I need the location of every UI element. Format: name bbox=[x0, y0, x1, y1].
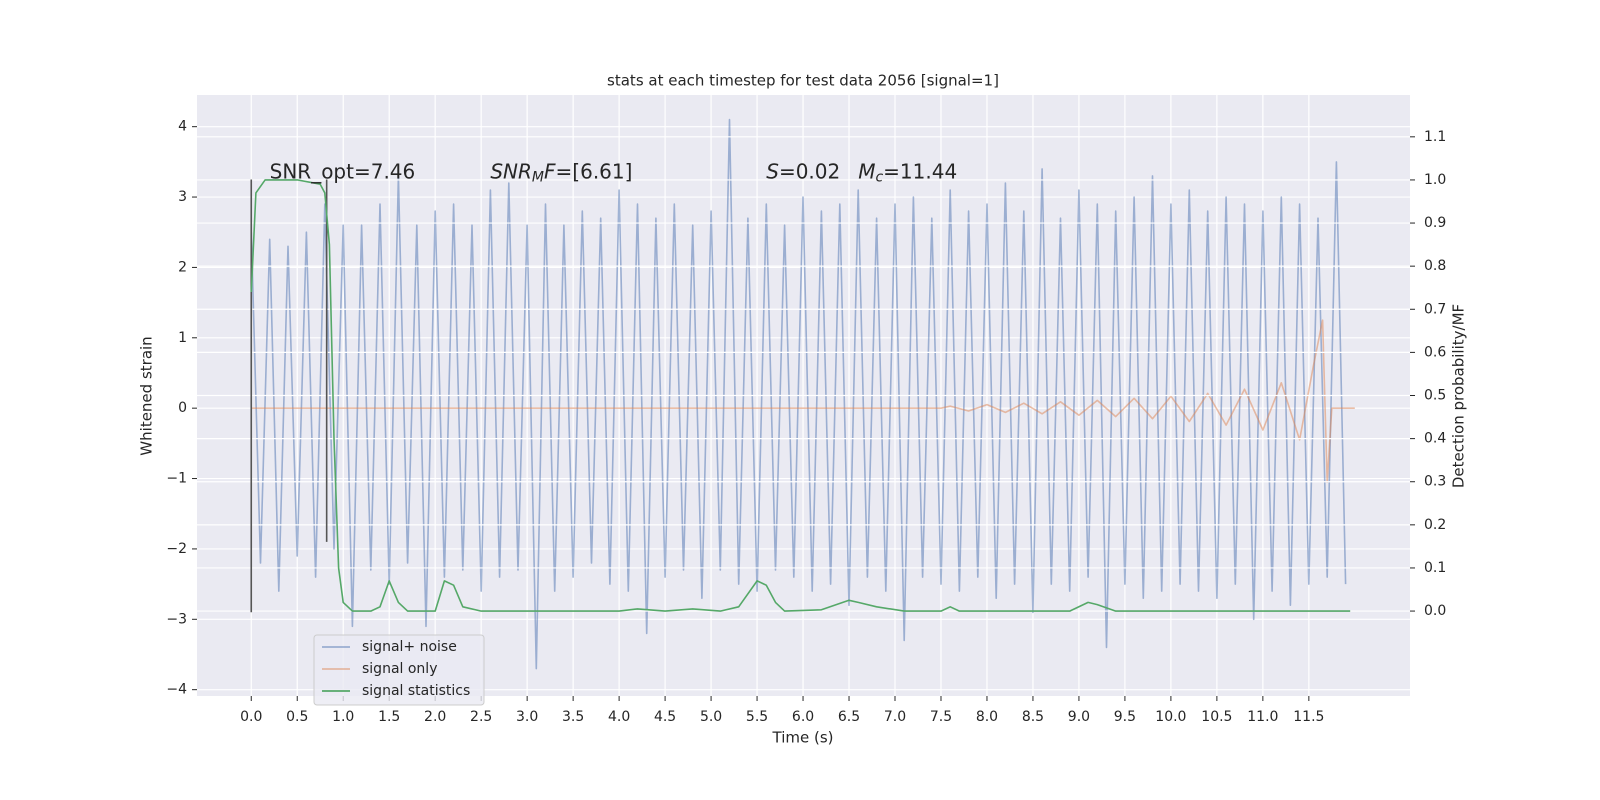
x-tick-label: 3.0 bbox=[516, 709, 538, 725]
x-tick-label: 1.5 bbox=[378, 709, 400, 725]
x-tick-label: 9.5 bbox=[1114, 709, 1136, 725]
y2-tick-label: 0.3 bbox=[1424, 474, 1446, 490]
y2-tick-label: 0.4 bbox=[1424, 431, 1446, 447]
x-tick-label: 4.0 bbox=[608, 709, 630, 725]
x-tick-label: 2.5 bbox=[470, 709, 492, 725]
y-tick-label: −1 bbox=[166, 471, 187, 487]
x-tick-label: 6.5 bbox=[838, 709, 860, 725]
x-tick-label: 0.5 bbox=[286, 709, 308, 725]
y-tick-label: −3 bbox=[166, 611, 187, 627]
annotation-part: SNR_opt=7.46 bbox=[270, 159, 416, 183]
annotation-part: M bbox=[858, 159, 875, 183]
x-tick-label: 10.5 bbox=[1201, 709, 1232, 725]
y2-tick-label: 0.0 bbox=[1424, 603, 1446, 619]
annotation: SNRMF=[6.61] bbox=[490, 159, 632, 186]
annotation-part: c bbox=[875, 169, 883, 185]
x-tick-label: 11.5 bbox=[1293, 709, 1324, 725]
x-tick-label: 7.5 bbox=[930, 709, 952, 725]
y2-tick-label: 1.0 bbox=[1424, 172, 1446, 188]
x-tick-label: 10.0 bbox=[1155, 709, 1186, 725]
y-tick-label: 1 bbox=[178, 330, 187, 346]
y-tick-label: 4 bbox=[178, 119, 187, 135]
y2-axis-label: Detection probability/MF bbox=[1450, 304, 1468, 488]
legend-label: signal+ noise bbox=[362, 639, 457, 655]
x-tick-label: 11.0 bbox=[1247, 709, 1278, 725]
x-tick-label: 6.0 bbox=[792, 709, 814, 725]
annotation-part: SNR bbox=[490, 159, 532, 183]
y2-tick-label: 0.2 bbox=[1424, 517, 1446, 533]
x-tick-label: 3.5 bbox=[562, 709, 584, 725]
annotation-part: =0.02 bbox=[779, 159, 840, 183]
annotation-part: =11.44 bbox=[883, 159, 957, 183]
x-tick-label: 8.5 bbox=[1022, 709, 1044, 725]
series-line bbox=[250, 118, 1347, 670]
y2-tick-label: 0.8 bbox=[1424, 258, 1446, 274]
x-tick-label: 0.0 bbox=[240, 709, 262, 725]
y-tick-label: 2 bbox=[178, 259, 187, 275]
legend-box bbox=[313, 634, 485, 706]
legend-label: signal only bbox=[362, 661, 437, 677]
annotation-part: S bbox=[766, 159, 779, 183]
x-tick-label: 9.0 bbox=[1068, 709, 1090, 725]
y-tick-label: 0 bbox=[178, 400, 187, 416]
x-tick-label: 5.0 bbox=[700, 709, 722, 725]
y2-tick-label: 0.7 bbox=[1424, 301, 1446, 317]
y-tick-label: −2 bbox=[166, 541, 187, 557]
annotation-part: =[6.61] bbox=[556, 159, 633, 183]
x-tick-label: 4.5 bbox=[654, 709, 676, 725]
annotation-part: M bbox=[532, 169, 544, 185]
y-tick-label: −4 bbox=[166, 682, 187, 698]
annotation: SNR_opt=7.46 bbox=[270, 159, 416, 183]
x-tick-label: 7.0 bbox=[884, 709, 906, 725]
y-tick-label: 3 bbox=[178, 189, 187, 205]
x-tick-label: 8.0 bbox=[976, 709, 998, 725]
y2-tick-label: 0.6 bbox=[1424, 344, 1446, 360]
x-tick-label: 5.5 bbox=[746, 709, 768, 725]
annotation-part: F bbox=[544, 159, 556, 183]
chart-title: stats at each timestep for test data 205… bbox=[607, 72, 999, 90]
x-tick-label: 1.0 bbox=[332, 709, 354, 725]
series-line bbox=[250, 179, 1351, 612]
x-tick-label: 2.0 bbox=[424, 709, 446, 725]
y2-tick-label: 0.5 bbox=[1424, 388, 1446, 404]
y2-tick-label: 0.9 bbox=[1424, 215, 1446, 231]
annotation: S=0.02 bbox=[766, 159, 840, 183]
annotation: Mc=11.44 bbox=[858, 159, 957, 186]
series-line bbox=[251, 319, 1355, 483]
y2-tick-label: 1.1 bbox=[1424, 129, 1446, 145]
x-axis-label: Time (s) bbox=[772, 729, 834, 747]
legend-label: signal statistics bbox=[362, 683, 470, 699]
y-axis-label: Whitened strain bbox=[138, 336, 156, 455]
y2-tick-label: 0.1 bbox=[1424, 560, 1446, 576]
